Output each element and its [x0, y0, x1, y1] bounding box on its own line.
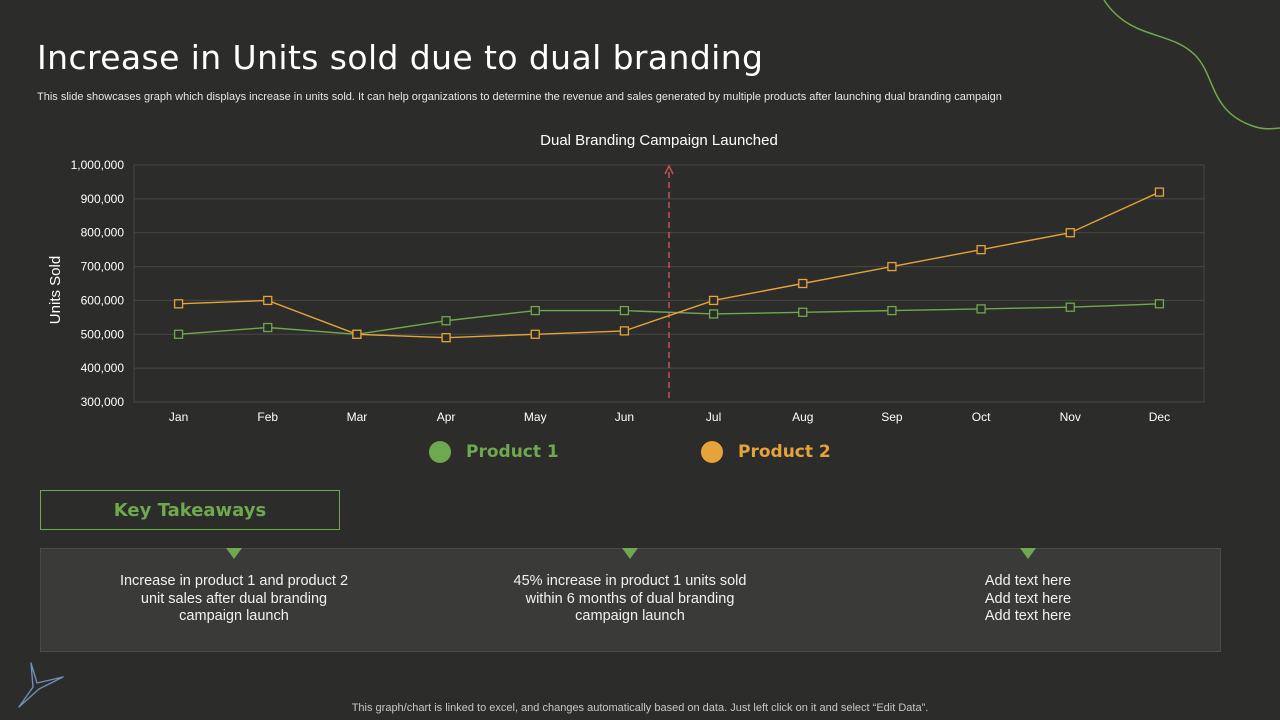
product-2-point[interactable] — [352, 329, 362, 339]
y-tick-label: 700,000 — [81, 260, 125, 274]
product-1-point[interactable] — [173, 329, 184, 339]
decorative-curve — [1103, 0, 1280, 130]
footer-note: This graph/chart is linked to excel, and… — [351, 702, 929, 714]
legend-item-product-2[interactable]: Product 2 — [701, 441, 831, 463]
x-tick-label: Jul — [706, 410, 721, 424]
pointer-triangle-icon — [622, 548, 638, 559]
y-tick-label: 900,000 — [81, 192, 125, 206]
product-2-point[interactable] — [798, 278, 808, 289]
product-2-series-line — [178, 191, 1160, 339]
product-2-point[interactable] — [1154, 187, 1165, 197]
page-title: Increase in Units sold due to dual brand… — [37, 38, 764, 77]
product-2-point[interactable] — [1065, 228, 1075, 238]
x-tick-label: May — [524, 410, 547, 424]
y-axis-label: Units Sold — [47, 256, 64, 324]
product-1-point[interactable] — [976, 304, 986, 314]
pointer-triangle-icon — [1020, 548, 1036, 559]
takeaway-3: Add text here Add text here Add text her… — [984, 573, 1072, 624]
product-1-swatch — [429, 441, 451, 463]
campaign-launch-arrow-icon — [664, 164, 674, 175]
product-1-point[interactable] — [619, 305, 630, 316]
page-subtitle: This slide showcases graph which display… — [37, 91, 1002, 103]
product-1-point[interactable] — [530, 305, 540, 316]
x-tick-label: Feb — [257, 410, 278, 424]
product-1-series-line — [178, 303, 1160, 335]
product-2-point[interactable] — [173, 299, 184, 309]
y-tick-label: 300,000 — [81, 395, 125, 409]
takeaway-1: Increase in product 1 and product 2 unit… — [119, 573, 349, 624]
product-2-swatch — [701, 441, 723, 463]
product-2-point[interactable] — [887, 261, 897, 272]
x-tick-label: Dec — [1149, 410, 1170, 424]
sparkle-star-icon — [18, 662, 64, 708]
x-tick-label: Oct — [972, 410, 991, 424]
units-sold-line-chart[interactable]: Dual Branding Campaign Launched Units So… — [0, 0, 1280, 440]
x-tick-label: Aug — [792, 410, 813, 424]
y-tick-label: 400,000 — [81, 361, 125, 375]
legend-label-product-1: Product 1 — [466, 442, 559, 462]
product-2-point[interactable] — [976, 244, 986, 255]
chart-title: Dual Branding Campaign Launched — [540, 132, 778, 149]
product-1-point[interactable] — [263, 322, 273, 333]
pointer-triangle-icon — [226, 548, 242, 559]
takeaway-2: 45% increase in product 1 units sold wit… — [513, 573, 747, 624]
product-1-point[interactable] — [441, 316, 451, 326]
product-1-point[interactable] — [798, 307, 808, 317]
y-tick-label: 500,000 — [81, 327, 125, 341]
product-1-point[interactable] — [1154, 299, 1165, 309]
x-tick-label: Jan — [169, 410, 188, 424]
x-tick-label: Sep — [881, 410, 903, 424]
product-1-point[interactable] — [708, 309, 719, 319]
x-tick-label: Apr — [437, 410, 456, 424]
y-tick-label: 600,000 — [81, 293, 125, 307]
product-1-point[interactable] — [887, 305, 897, 316]
x-tick-label: Jun — [615, 410, 634, 424]
product-2-point[interactable] — [441, 333, 451, 343]
product-2-point[interactable] — [619, 326, 630, 336]
x-tick-label: Mar — [347, 410, 368, 424]
chart-legend: Product 1 Product 2 — [0, 441, 1280, 471]
takeaways-panel: Increase in product 1 and product 2 unit… — [40, 548, 1221, 652]
y-tick-label: 1,000,000 — [71, 158, 125, 172]
y-tick-label: 800,000 — [81, 226, 125, 240]
legend-label-product-2: Product 2 — [738, 442, 831, 462]
product-2-point[interactable] — [708, 295, 719, 306]
legend-item-product-1[interactable]: Product 1 — [429, 441, 559, 463]
product-2-point[interactable] — [530, 329, 540, 339]
key-takeaways-heading: Key Takeaways — [40, 490, 340, 530]
product-2-point[interactable] — [263, 295, 273, 306]
x-tick-label: Nov — [1060, 410, 1081, 424]
product-1-point[interactable] — [1065, 302, 1075, 312]
